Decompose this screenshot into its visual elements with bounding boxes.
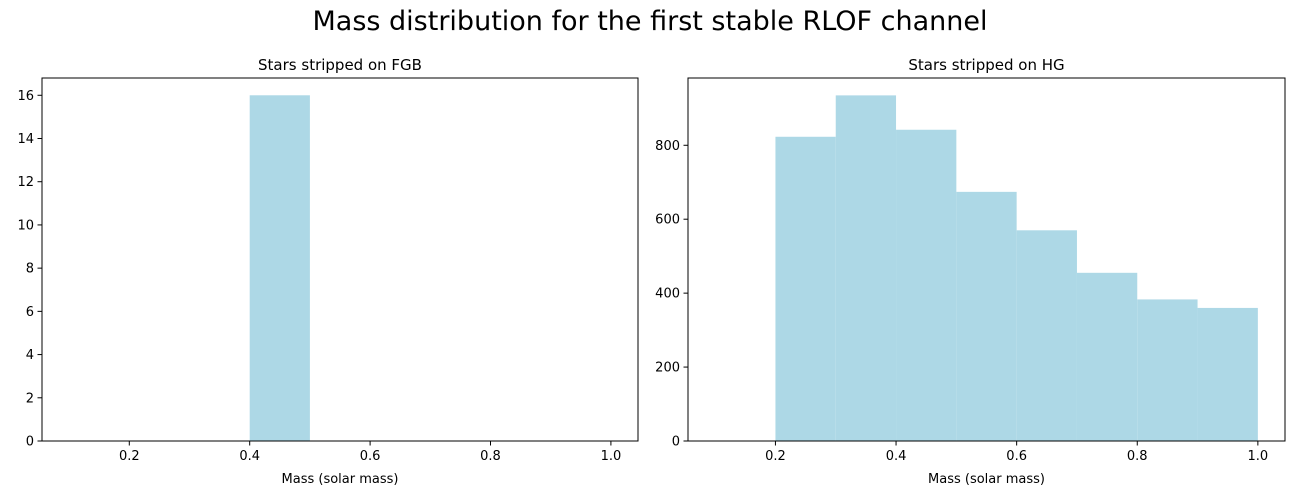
y-tick-label: 0 <box>672 435 680 450</box>
x-tick-label: 1.0 <box>601 449 622 464</box>
x-axis-label: Mass (solar mass) <box>282 472 399 487</box>
x-tick-label: 0.6 <box>1006 449 1027 464</box>
y-tick-label: 14 <box>17 132 34 147</box>
chart-fgb: 0.2 0.4 0.6 0.8 1.0 0 2 4 6 8 10 12 14 16 Stars stripp… <box>17 56 639 487</box>
y-tick-label: 4 <box>26 348 34 363</box>
histogram-bar <box>896 129 957 441</box>
plot-frame <box>41 77 639 442</box>
x-tick-label: 0.8 <box>480 449 501 464</box>
histogram-bar <box>956 191 1017 441</box>
y-tick-label: 600 <box>655 213 680 228</box>
y-tick-label: 8 <box>26 262 34 277</box>
histogram-bar <box>249 95 310 442</box>
plot-frame <box>687 77 1286 442</box>
figure-title: Mass distribution for the first stable R… <box>312 6 988 37</box>
x-tick-label: 0.4 <box>886 449 907 464</box>
chart-hg: 0.2 0.4 0.6 0.8 1.0 0 200 400 600 800 Stars stripp… <box>655 56 1286 487</box>
y-tick-label: 400 <box>655 287 680 302</box>
y-tick-label: 200 <box>655 361 680 376</box>
x-tick-label: 0.2 <box>119 449 140 464</box>
y-tick-label: 12 <box>17 175 34 190</box>
chart-title: Stars stripped on FGB <box>258 56 422 74</box>
histogram-bar <box>775 136 836 441</box>
x-tick-label: 0.4 <box>239 449 260 464</box>
y-tick-label: 2 <box>26 391 34 406</box>
histogram-bar <box>1016 230 1077 441</box>
x-tick-label: 0.8 <box>1127 449 1148 464</box>
y-tick-label: 0 <box>26 435 34 450</box>
histogram-bar <box>1197 307 1258 441</box>
histogram-bar <box>1076 272 1138 441</box>
y-tick-label: 16 <box>17 89 34 104</box>
y-tick-label: 800 <box>655 139 680 154</box>
x-axis-label: Mass (solar mass) <box>928 472 1045 487</box>
x-tick-label: 1.0 <box>1248 449 1269 464</box>
x-tick-label: 0.6 <box>360 449 381 464</box>
histogram-bar <box>1137 299 1198 441</box>
y-tick-label: 10 <box>17 218 34 233</box>
y-tick-label: 6 <box>26 305 34 320</box>
chart-title: Stars stripped on HG <box>908 56 1064 74</box>
histogram-bar <box>835 95 897 442</box>
x-tick-label: 0.2 <box>765 449 786 464</box>
